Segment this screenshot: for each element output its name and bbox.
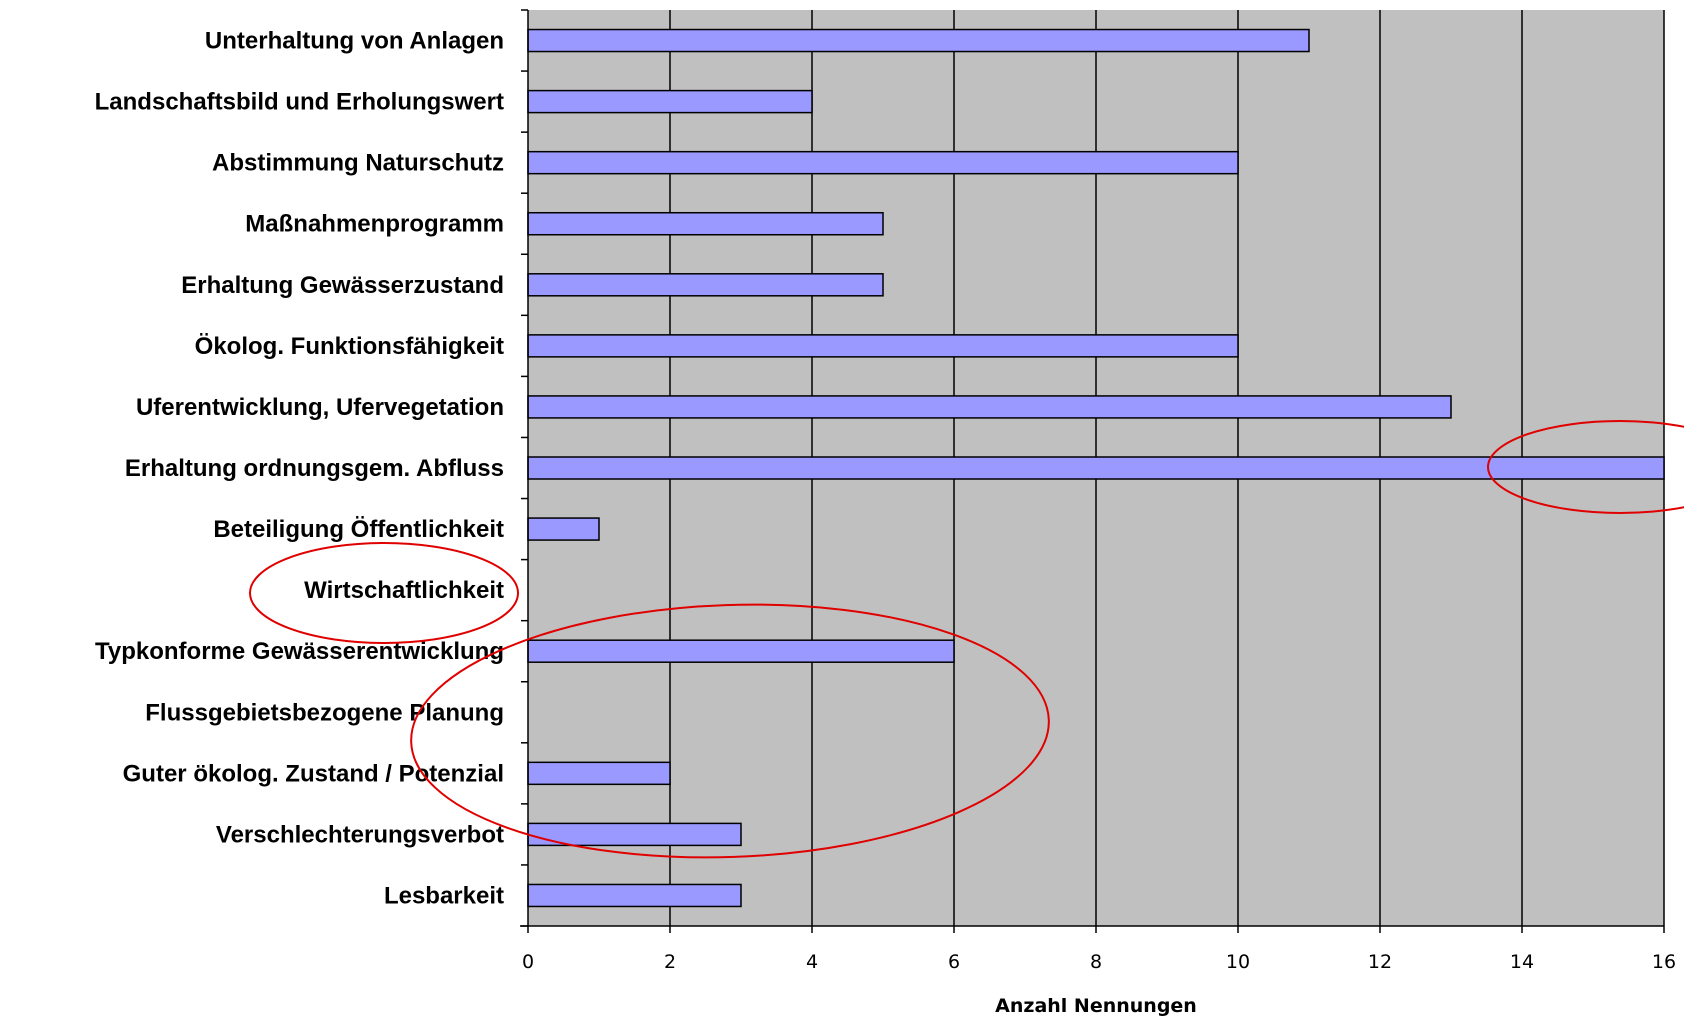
x-tick-label: 4 (806, 951, 818, 973)
bar (527, 883, 742, 908)
bar (527, 761, 671, 786)
x-tick-label: 2 (664, 951, 676, 973)
category-labels: Unterhaltung von Anlagen Landschaftsbild … (95, 9, 528, 927)
x-tick-label: 12 (1368, 951, 1392, 973)
x-tick-label: 8 (1090, 951, 1102, 973)
category-label: Flussgebietsbezogene Planung (145, 699, 504, 726)
category-label: Ökolog. Funktionsfähigkeit (195, 333, 504, 360)
category-label: Erhaltung Gewässerzustand (181, 272, 504, 299)
x-tick-labels: 0 2 4 6 8 10 12 14 16 (522, 926, 1676, 973)
x-tick-label: 0 (522, 951, 534, 973)
x-tick-label: 6 (948, 951, 960, 973)
category-label: Abstimmung Naturschutz (212, 150, 504, 177)
x-tick-label: 14 (1510, 951, 1534, 973)
category-label: Unterhaltung von Anlagen (205, 28, 504, 55)
annotations (249, 420, 1684, 859)
bar (527, 395, 1452, 419)
bars (527, 28, 1665, 908)
category-label: Landschaftsbild und Erholungswert (95, 89, 504, 116)
highlight-ellipse-abfluss (1487, 420, 1684, 514)
category-label: Typkonforme Gewässerentwicklung (95, 638, 504, 665)
highlight-ellipse-wirtschaftlichkeit (249, 542, 519, 644)
x-tick-label: 10 (1226, 951, 1250, 973)
category-label: Guter ökolog. Zustand / Potenzial (123, 760, 504, 787)
x-tick-label: 16 (1652, 951, 1676, 973)
category-label: Verschlechterungsverbot (216, 821, 504, 848)
bar (527, 28, 1310, 53)
category-label: Maßnahmenprogramm (245, 211, 504, 238)
bar (527, 639, 955, 663)
category-label: Lesbarkeit (384, 882, 504, 909)
bar (527, 456, 1665, 480)
x-axis-title: Anzahl Nennungen (995, 995, 1197, 1017)
category-label: Wirtschaftlichkeit (304, 577, 504, 604)
bar (527, 273, 884, 297)
bar (527, 517, 600, 541)
category-label: Erhaltung ordnungsgem. Abfluss (125, 455, 504, 482)
highlight-ellipse-lower-group (410, 603, 1050, 859)
bar (527, 211, 884, 236)
category-label: Uferentwicklung, Ufervegetation (136, 394, 504, 421)
category-label: Beteiligung Öffentlichkeit (213, 516, 504, 543)
bar (527, 150, 1239, 175)
bar (527, 89, 813, 114)
bar (527, 334, 1239, 358)
